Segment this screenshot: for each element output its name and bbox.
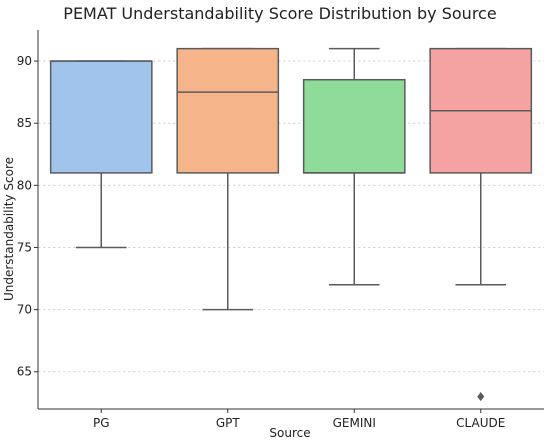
x-tick-label-gemini: GEMINI — [333, 416, 376, 430]
axes: 65 70 75 80 85 90 PG GPT GEMINI CLAUDE — [17, 30, 544, 430]
x-tick-label-claude: CLAUDE — [456, 416, 505, 430]
box-claude — [429, 47, 533, 402]
box-pg — [49, 60, 153, 249]
outlier-claude-0 — [477, 392, 485, 402]
y-tick-label-70: 70 — [17, 303, 32, 317]
x-axis-label: Source — [269, 426, 310, 440]
iqr-box-gpt — [176, 47, 280, 174]
x-tick-label-pg: PG — [93, 416, 110, 430]
chart-title: PEMAT Understandability Score Distributi… — [63, 4, 496, 23]
x-tick-label-gpt: GPT — [216, 416, 241, 430]
iqr-box-pg — [49, 60, 153, 174]
y-tick-label-80: 80 — [17, 178, 32, 192]
y-tick-label-65: 65 — [17, 365, 32, 379]
iqr-box-gemini — [302, 78, 406, 174]
y-tick-label-75: 75 — [17, 240, 32, 254]
y-tick-label-90: 90 — [17, 54, 32, 68]
boxes — [49, 47, 533, 402]
box-gpt — [176, 47, 280, 311]
box-gemini — [302, 47, 406, 286]
y-axis-label: Understandability Score — [2, 157, 16, 301]
y-tick-label-85: 85 — [17, 116, 32, 130]
